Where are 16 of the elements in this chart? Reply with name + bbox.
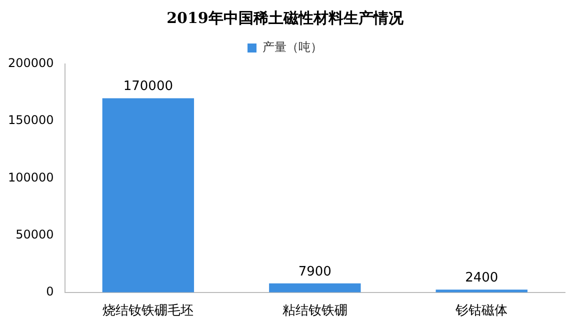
x-tick-label: 烧结钕铁硼毛坯 <box>102 304 194 319</box>
legend-label: 产量（吨） <box>262 40 322 54</box>
bar <box>436 290 528 292</box>
y-tick-label: 50000 <box>16 227 54 242</box>
data-label: 2400 <box>465 270 498 286</box>
x-tick-label: 粘结钕铁硼 <box>282 304 348 319</box>
y-tick-label: 100000 <box>8 170 54 184</box>
y-tick-label: 0 <box>46 284 54 299</box>
chart-title: 2019年中国稀土磁性材料生产情况 <box>166 8 404 27</box>
data-label: 7900 <box>298 264 332 280</box>
y-tick-label: 150000 <box>8 113 54 128</box>
bar <box>102 98 194 292</box>
bar <box>269 283 361 292</box>
x-tick-label: 钐钴磁体 <box>454 304 508 319</box>
y-tick-label: 200000 <box>8 56 54 70</box>
data-label: 170000 <box>123 79 173 94</box>
